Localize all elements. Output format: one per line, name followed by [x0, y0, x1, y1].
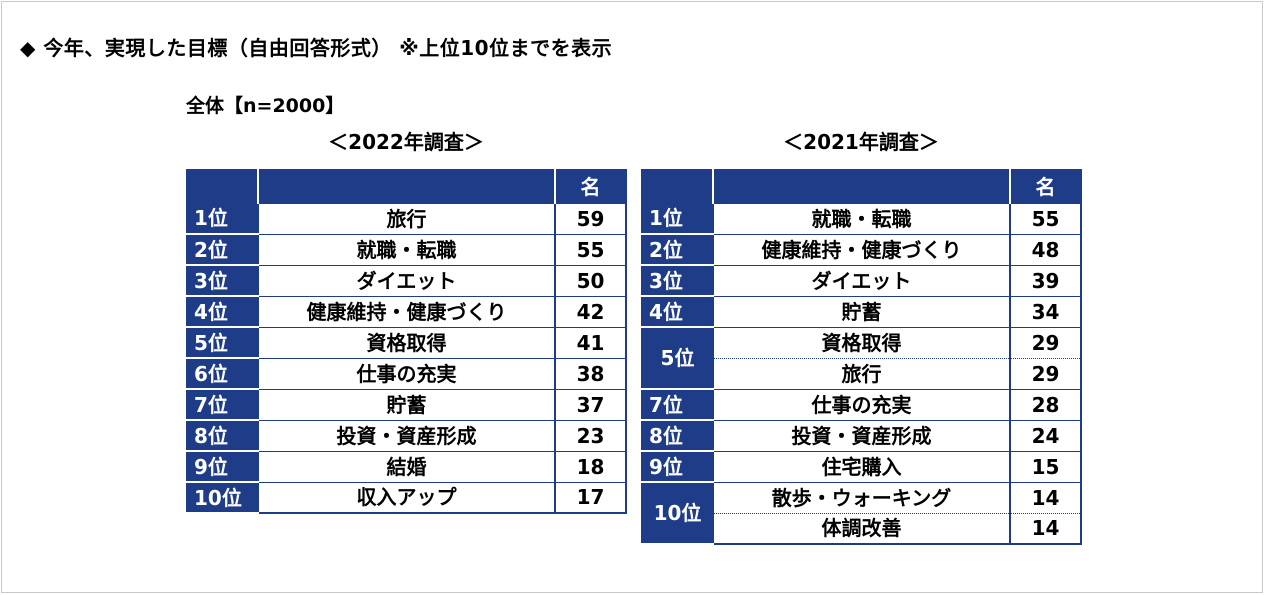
table-row: 6位 仕事の充実 38: [186, 357, 627, 390]
item-cell: 資格取得: [257, 326, 556, 359]
table-row: 1位 旅行 59: [186, 202, 627, 235]
figure-heading: ◆ 今年、実現した目標（自由回答形式） ※上位10位までを表示: [20, 36, 613, 60]
rank-cell: 5位: [186, 327, 259, 359]
table-row: 10位 散歩・ウォーキング 14: [641, 481, 1082, 545]
table-header-row: 名: [187, 170, 626, 203]
item-cell: 貯蓄: [257, 388, 556, 421]
table-row: 旅行 29: [642, 357, 1082, 390]
count-cell: 17: [554, 481, 627, 514]
item-cell: ダイエット: [712, 264, 1011, 297]
item-cell: 就職・転職: [257, 233, 556, 266]
ranking-table-2021: 名 1位 就職・転職 55 2位 健康維持・健康づくり 48 3位 ダイエット 39 4位 貯蓄 34…: [641, 169, 1082, 545]
ranking-table-2022: 名 1位 旅行 59 2位 就職・転職 55 3位 ダイエット 50 4位 健康維持・健康づくり 42…: [186, 169, 627, 514]
count-cell: 42: [554, 295, 627, 328]
rank-cell: 5位: [641, 327, 714, 390]
table-row: 8位 投資・資産形成 24: [641, 419, 1082, 452]
rank-cell: 8位: [186, 420, 259, 452]
count-cell: 50: [554, 264, 627, 297]
count-cell: 39: [1009, 264, 1082, 297]
rank-cell: 6位: [186, 358, 259, 390]
item-cell: 散歩・ウォーキング: [712, 481, 1011, 514]
item-cell: 旅行: [257, 202, 556, 235]
survey-2022-title: ＜2022年調査＞: [328, 130, 484, 154]
rank-cell: 3位: [641, 265, 714, 297]
item-cell: 健康維持・健康づくり: [712, 233, 1011, 266]
count-cell: 28: [1009, 388, 1082, 421]
header-rank-cell: [187, 170, 259, 203]
item-cell: 体調改善: [712, 512, 1011, 545]
count-cell: 14: [1009, 512, 1082, 545]
count-cell: 24: [1009, 419, 1082, 452]
item-cell: 健康維持・健康づくり: [257, 295, 556, 328]
item-cell: 住宅購入: [712, 450, 1011, 483]
rank-cell: 7位: [186, 389, 259, 421]
count-cell: 29: [1009, 357, 1082, 390]
count-cell: 41: [554, 326, 627, 359]
count-cell: 38: [554, 357, 627, 390]
header-count-cell: 名: [555, 170, 626, 203]
rank-cell: 1位: [641, 203, 714, 235]
rank-cell: 2位: [641, 234, 714, 266]
table-row: 3位 ダイエット 50: [186, 264, 627, 297]
table-row: 4位 貯蓄 34: [641, 295, 1082, 328]
header-item-cell: [713, 170, 1011, 203]
count-cell: 18: [554, 450, 627, 483]
count-cell: 29: [1009, 326, 1082, 359]
item-cell: 就職・転職: [712, 202, 1011, 235]
count-cell: 14: [1009, 481, 1082, 514]
count-cell: 23: [554, 419, 627, 452]
table-row: 5位 資格取得 41: [186, 326, 627, 359]
rank-cell: 9位: [186, 451, 259, 483]
rank-cell: 1位: [186, 203, 259, 235]
count-cell: 15: [1009, 450, 1082, 483]
item-cell: 投資・資産形成: [257, 419, 556, 452]
rank-cell: 8位: [641, 420, 714, 452]
rank-cell: 2位: [186, 234, 259, 266]
table-row: 10位 収入アップ 17: [186, 481, 627, 514]
item-cell: 結婚: [257, 450, 556, 483]
table-row: 4位 健康維持・健康づくり 42: [186, 295, 627, 328]
count-cell: 55: [554, 233, 627, 266]
table-row: 8位 投資・資産形成 23: [186, 419, 627, 452]
count-cell: 59: [554, 202, 627, 235]
table-row: 1位 就職・転職 55: [641, 202, 1082, 235]
count-cell: 37: [554, 388, 627, 421]
item-cell: 旅行: [712, 357, 1011, 390]
header-count-cell: 名: [1010, 170, 1081, 203]
survey-2021-title: ＜2021年調査＞: [783, 130, 939, 154]
table-row: 9位 結婚 18: [186, 450, 627, 483]
table-row: 7位 仕事の充実 28: [641, 388, 1082, 421]
table-row: 5位 資格取得 29: [641, 326, 1082, 390]
table-header-row: 名: [642, 170, 1081, 203]
count-cell: 55: [1009, 202, 1082, 235]
table-row: 9位 住宅購入 15: [641, 450, 1082, 483]
rank-cell: 3位: [186, 265, 259, 297]
item-cell: 仕事の充実: [257, 357, 556, 390]
header-item-cell: [258, 170, 556, 203]
table-row: 2位 就職・転職 55: [186, 233, 627, 266]
table-row: 2位 健康維持・健康づくり 48: [641, 233, 1082, 266]
item-cell: 収入アップ: [257, 481, 556, 514]
count-cell: 34: [1009, 295, 1082, 328]
table-row: 7位 貯蓄 37: [186, 388, 627, 421]
header-rank-cell: [642, 170, 714, 203]
rank-cell: 10位: [641, 482, 714, 545]
rank-cell: 4位: [186, 296, 259, 328]
item-cell: 投資・資産形成: [712, 419, 1011, 452]
rank-cell: 4位: [641, 296, 714, 328]
count-cell: 48: [1009, 233, 1082, 266]
rank-cell: 9位: [641, 451, 714, 483]
table-row: 3位 ダイエット 39: [641, 264, 1082, 297]
rank-cell: 7位: [641, 389, 714, 421]
item-cell: 貯蓄: [712, 295, 1011, 328]
item-cell: 資格取得: [712, 326, 1011, 359]
rank-cell: 10位: [186, 482, 259, 514]
sample-size-label: 全体【n=2000】: [186, 95, 345, 117]
item-cell: 仕事の充実: [712, 388, 1011, 421]
item-cell: ダイエット: [257, 264, 556, 297]
table-row: 体調改善 14: [642, 512, 1082, 545]
